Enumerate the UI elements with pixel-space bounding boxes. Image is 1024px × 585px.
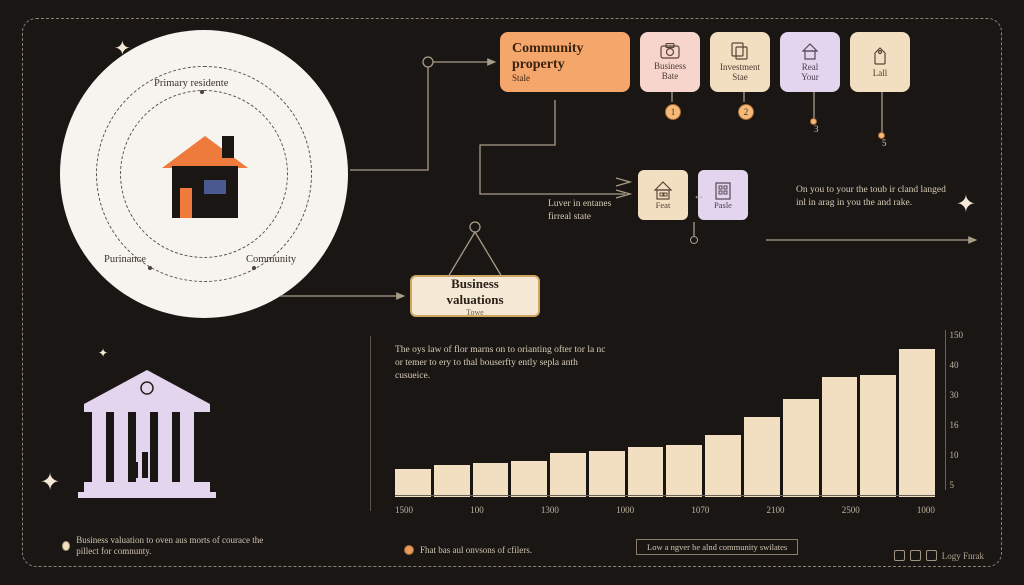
category-card: Business Bate [640, 32, 700, 92]
tag-icon [871, 46, 889, 66]
bars-container [395, 347, 935, 497]
category-cards-row: Community property Stale Business Bate I… [500, 32, 910, 92]
category-card: Investment Stae [710, 32, 770, 92]
number-label: 5 [882, 138, 887, 148]
business-valuations-sign: Business valuations Towe [410, 275, 540, 317]
number-label: 3 [814, 124, 819, 134]
y-tick-label: 30 [950, 390, 959, 400]
sparkle-icon: ✦ [956, 190, 976, 219]
bar [860, 375, 896, 497]
x-tick-label: 1000 [917, 505, 935, 515]
social-icon [894, 550, 905, 561]
mini-card: Feat [638, 170, 688, 220]
x-tick-label: 2500 [842, 505, 860, 515]
mid-left-text: Luver in entanes firreal state [548, 198, 618, 224]
camera-icon [660, 43, 680, 59]
bar [511, 461, 547, 497]
bar [589, 451, 625, 497]
bullet-icon [62, 541, 70, 551]
circle-top-label: Primary residente [154, 78, 228, 89]
docs-icon [730, 42, 750, 60]
x-tick-label: 1000 [616, 505, 634, 515]
circle-br-label: Community [246, 254, 296, 265]
bar [783, 399, 819, 497]
bar [434, 465, 470, 497]
bar [822, 377, 858, 497]
house-icon [150, 130, 260, 230]
footer-note-1: Business valuation to oven aus morts of … [62, 535, 282, 557]
bar [628, 447, 664, 497]
bullet-icon [404, 545, 414, 555]
bar [666, 445, 702, 497]
sparkle-icon: ✦ [40, 468, 60, 497]
category-card: Lall [850, 32, 910, 92]
circle-diagram: Primary residente Purinance Community [60, 30, 348, 318]
y-tick-label: 40 [950, 360, 959, 370]
building-icon [712, 180, 734, 200]
sparkle-icon: ✦ [98, 346, 108, 361]
institution-icon [72, 362, 222, 502]
bar [705, 435, 741, 497]
house-icon [652, 180, 674, 200]
x-tick-label: 100 [470, 505, 484, 515]
house-icon [800, 42, 820, 60]
swap-icon: ↔ [693, 188, 705, 203]
x-tick-label: 1300 [541, 505, 559, 515]
hanger-icon [440, 221, 510, 277]
number-dot: 1 [665, 104, 681, 120]
mid-right-text: On you to your the toub ir cland langed … [796, 184, 956, 210]
social-icon [926, 550, 937, 561]
bar [744, 417, 780, 497]
y-tick-label: 16 [950, 420, 959, 430]
x-tick-label: 1500 [395, 505, 413, 515]
x-tick-label: 1070 [691, 505, 709, 515]
community-property-card: Community property Stale [500, 32, 630, 92]
bar [473, 463, 509, 497]
y-tick-label: 10 [950, 450, 959, 460]
circle-bl-label: Purinance [104, 254, 146, 265]
bar [550, 453, 586, 497]
footer-note-2: Fhat bas aul onvsons of cfilers. [404, 545, 532, 555]
social-icon [910, 550, 921, 561]
number-dot: 2 [738, 104, 754, 120]
bar-chart: 1500 100 1300 1000 1070 2100 2500 1000 150 40 30 1… [395, 330, 965, 525]
separator [370, 336, 371, 511]
credit-line: Logy Fnrak [894, 550, 984, 561]
x-tick-label: 2100 [767, 505, 785, 515]
footer-legend-box: Low a ngver be alnd community swilates [636, 539, 798, 555]
connector-node [690, 236, 698, 244]
bar [899, 349, 935, 497]
mini-card: Pasle [698, 170, 748, 220]
y-tick-label: 150 [950, 330, 964, 340]
y-tick-label: 5 [950, 480, 955, 490]
bar [395, 469, 431, 497]
category-card: Real Your [780, 32, 840, 92]
